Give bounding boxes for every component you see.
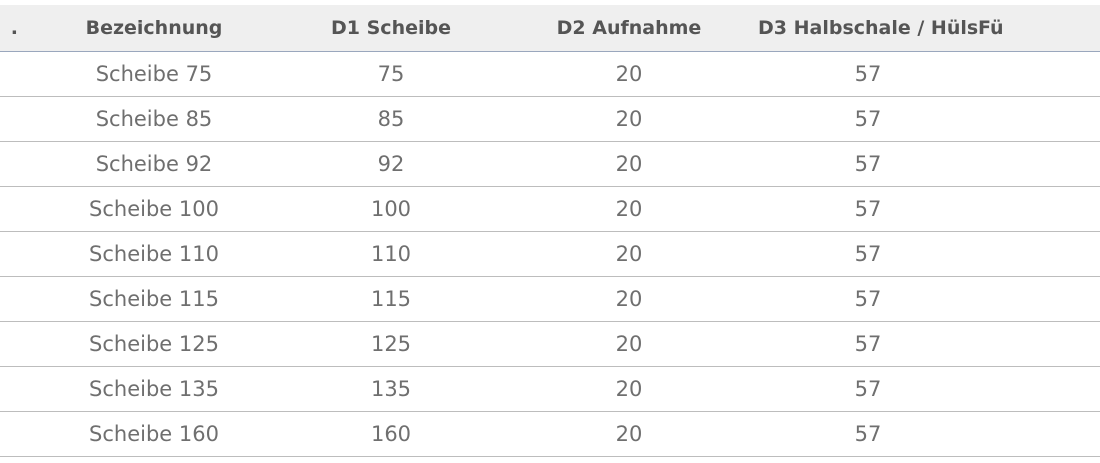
cell-d3: 57 [758,186,978,232]
table-row: Scheibe 85 85 20 57 [0,96,1100,142]
cell-nr [0,186,26,232]
cell-bezeichnung: Scheibe 160 [26,411,282,457]
cell-fu [978,141,1100,187]
cell-d1: 85 [282,96,500,142]
cell-d2: 20 [500,51,758,97]
table-row: Scheibe 115 115 20 57 [0,276,1100,322]
cell-d3: 57 [758,411,978,457]
cell-fu [978,276,1100,322]
cell-nr [0,51,26,97]
cell-bezeichnung: Scheibe 115 [26,276,282,322]
product-table: . Bezeichnung D1 Scheibe D2 Aufnahme D3 … [0,5,1100,457]
table-header-row: . Bezeichnung D1 Scheibe D2 Aufnahme D3 … [0,5,1100,52]
cell-fu [978,411,1100,457]
cell-nr [0,96,26,142]
cell-bezeichnung: Scheibe 110 [26,231,282,277]
column-header-d2-aufnahme: D2 Aufnahme [500,5,758,52]
cell-bezeichnung: Scheibe 75 [26,51,282,97]
cell-d3: 57 [758,51,978,97]
cell-fu [978,186,1100,232]
cell-d2: 20 [500,231,758,277]
table-row: Scheibe 75 75 20 57 [0,51,1100,97]
cell-fu [978,51,1100,97]
cell-d3: 57 [758,321,978,367]
cell-nr [0,231,26,277]
cell-d2: 20 [500,141,758,187]
table-row: Scheibe 125 125 20 57 [0,321,1100,367]
cell-fu [978,366,1100,412]
cell-nr [0,276,26,322]
cell-fu [978,96,1100,142]
cell-d2: 20 [500,276,758,322]
cell-d1: 110 [282,231,500,277]
table-row: Scheibe 135 135 20 57 [0,366,1100,412]
cell-d3: 57 [758,141,978,187]
cell-d2: 20 [500,366,758,412]
cell-d1: 100 [282,186,500,232]
cell-bezeichnung: Scheibe 85 [26,96,282,142]
column-header-d1-scheibe: D1 Scheibe [282,5,500,52]
table-row: Scheibe 110 110 20 57 [0,231,1100,277]
cell-fu [978,231,1100,277]
cell-d3: 57 [758,231,978,277]
cell-bezeichnung: Scheibe 92 [26,141,282,187]
cell-d1: 115 [282,276,500,322]
cell-d3: 57 [758,96,978,142]
cell-fu [978,321,1100,367]
table-row: Scheibe 92 92 20 57 [0,141,1100,187]
table-row: Scheibe 100 100 20 57 [0,186,1100,232]
cell-d2: 20 [500,96,758,142]
cell-d2: 20 [500,321,758,367]
cell-bezeichnung: Scheibe 135 [26,366,282,412]
column-header-d3-halbschale: D3 Halbschale / Hülse [758,5,978,52]
cell-d1: 92 [282,141,500,187]
cell-d1: 75 [282,51,500,97]
table-row: Scheibe 160 160 20 57 [0,411,1100,457]
cell-d2: 20 [500,186,758,232]
cell-d3: 57 [758,366,978,412]
column-header-bezeichnung: Bezeichnung [26,5,282,52]
cell-nr [0,321,26,367]
column-header-nr: . [0,5,26,52]
cell-d1: 160 [282,411,500,457]
cell-d1: 125 [282,321,500,367]
cell-d2: 20 [500,411,758,457]
cell-d3: 57 [758,276,978,322]
cell-d1: 135 [282,366,500,412]
column-header-fu: Fü [978,5,1100,52]
cell-bezeichnung: Scheibe 125 [26,321,282,367]
cell-nr [0,366,26,412]
cell-nr [0,141,26,187]
cell-nr [0,411,26,457]
cell-bezeichnung: Scheibe 100 [26,186,282,232]
